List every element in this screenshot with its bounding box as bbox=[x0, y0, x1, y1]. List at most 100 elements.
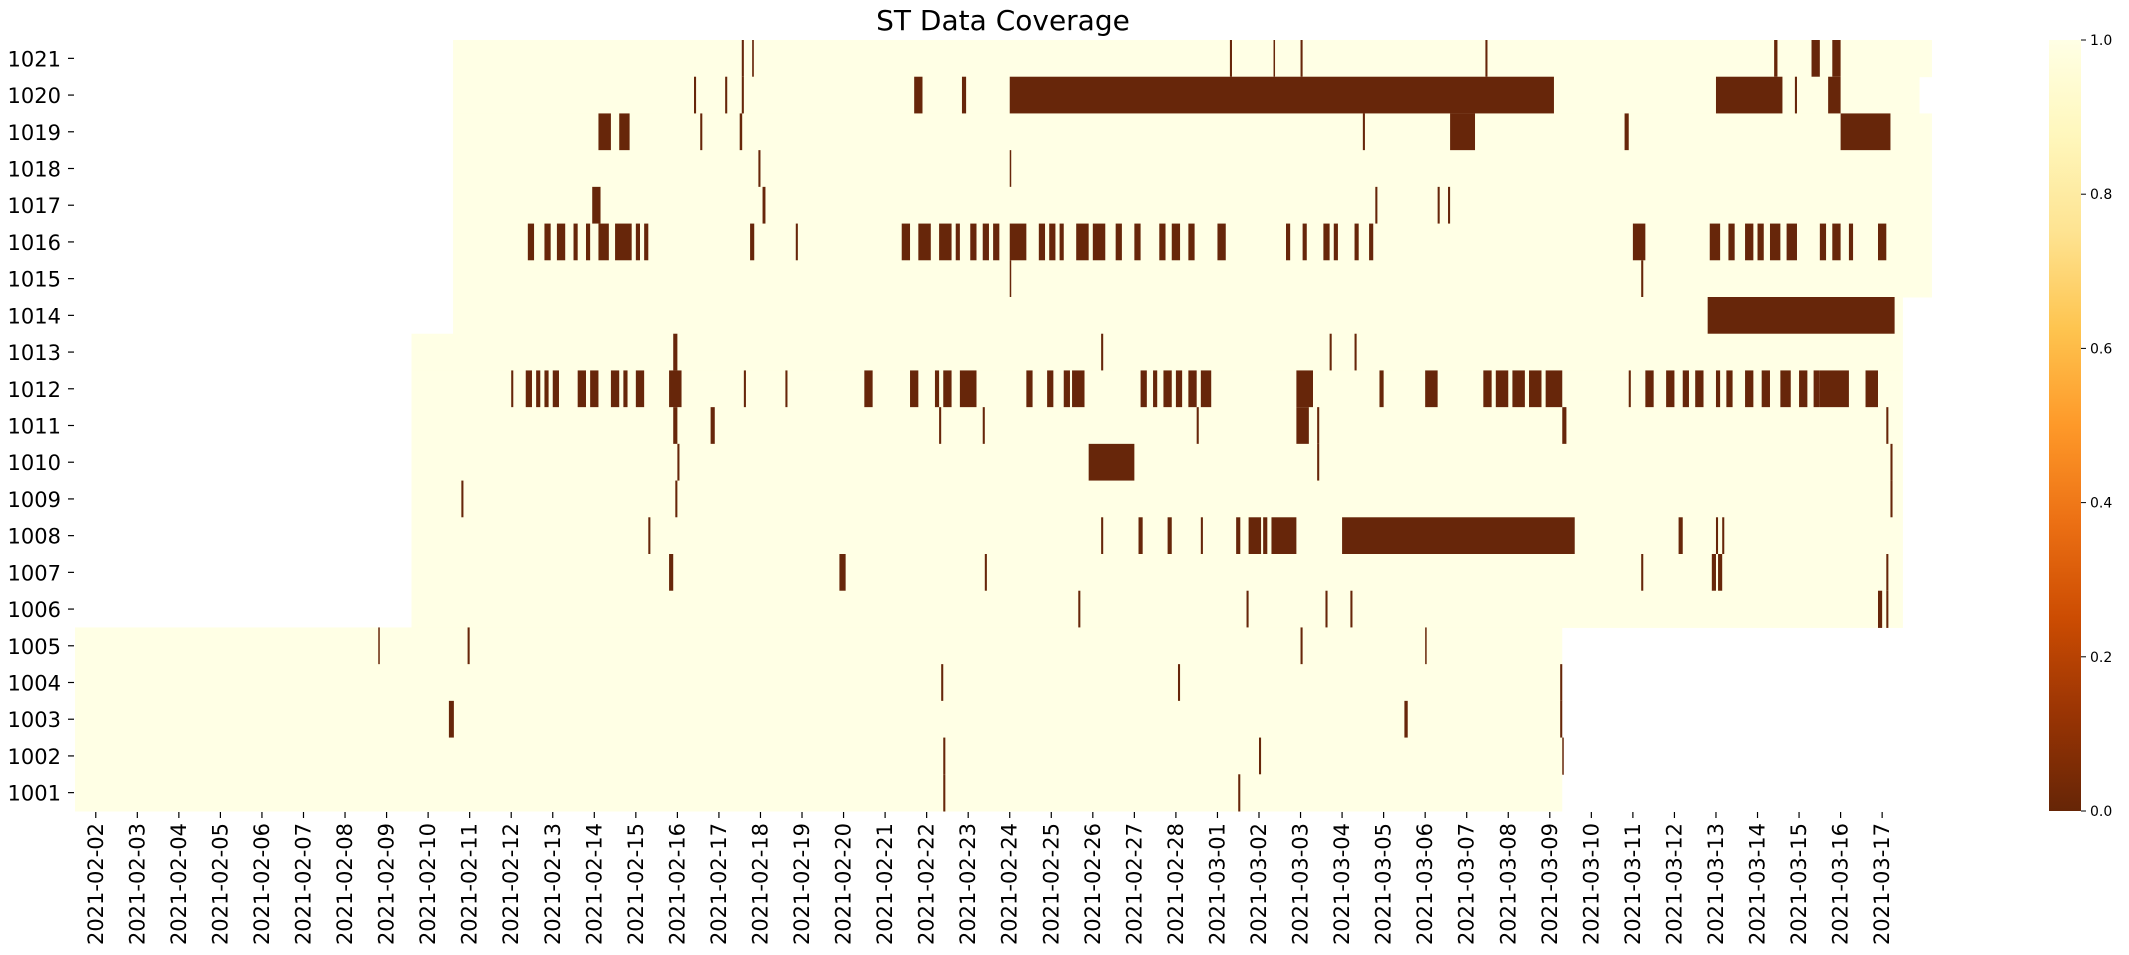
heatmap-row-1016 bbox=[453, 223, 1932, 261]
missing-segment bbox=[1786, 223, 1797, 261]
missing-segment bbox=[1038, 223, 1046, 261]
missing-segment bbox=[1300, 40, 1303, 78]
missing-segment bbox=[1632, 223, 1646, 261]
coverage-band bbox=[453, 40, 1932, 78]
missing-segment bbox=[675, 480, 678, 518]
missing-segment bbox=[467, 627, 470, 665]
missing-segment bbox=[1485, 40, 1488, 78]
missing-segment bbox=[959, 370, 977, 408]
missing-segment bbox=[943, 774, 946, 812]
missing-segment bbox=[544, 223, 551, 261]
missing-segment bbox=[1101, 333, 1104, 371]
missing-segment bbox=[1369, 223, 1374, 261]
missing-segment bbox=[1726, 370, 1733, 408]
y-tick-label: 1013 bbox=[8, 341, 61, 365]
missing-segment bbox=[1188, 370, 1197, 408]
missing-segment bbox=[1722, 517, 1725, 555]
x-tick-label: 2021-02-05 bbox=[208, 823, 232, 945]
missing-segment bbox=[1317, 443, 1320, 482]
x-tick-label: 2021-02-11 bbox=[458, 823, 482, 945]
missing-segment bbox=[762, 186, 766, 225]
missing-segment bbox=[694, 76, 697, 114]
missing-segment bbox=[1745, 223, 1754, 261]
missing-segment bbox=[1229, 40, 1232, 78]
x-tick-label: 2021-03-16 bbox=[1829, 823, 1853, 945]
x-tick-label: 2021-03-09 bbox=[1538, 823, 1562, 945]
coverage-band bbox=[75, 774, 1563, 812]
x-tick-label: 2021-03-02 bbox=[1247, 823, 1271, 945]
colorbar-tick-label: 0.0 bbox=[2090, 804, 2112, 820]
missing-segment bbox=[943, 737, 946, 775]
missing-segment bbox=[1560, 664, 1563, 702]
missing-segment bbox=[1512, 370, 1525, 408]
colorbar-tick-label: 1.0 bbox=[2090, 33, 2112, 49]
x-tick-label: 2021-02-24 bbox=[998, 823, 1022, 945]
missing-segment bbox=[577, 370, 586, 408]
x-tick-label: 2021-03-04 bbox=[1330, 823, 1354, 945]
missing-segment bbox=[598, 113, 611, 151]
missing-segment bbox=[1159, 223, 1166, 261]
missing-segment bbox=[1175, 370, 1183, 408]
coverage-band bbox=[411, 333, 1903, 371]
missing-segment bbox=[1375, 186, 1378, 225]
missing-segment bbox=[1641, 554, 1644, 592]
missing-segment bbox=[1437, 186, 1440, 225]
missing-segment bbox=[1063, 370, 1070, 408]
missing-segment bbox=[982, 407, 985, 445]
coverage-band bbox=[411, 443, 1903, 482]
x-tick-label: 2021-03-07 bbox=[1455, 823, 1479, 945]
y-tick-label: 1019 bbox=[8, 121, 61, 145]
y-tick-label: 1003 bbox=[8, 708, 61, 732]
missing-segment bbox=[1188, 223, 1195, 261]
missing-segment bbox=[943, 370, 952, 408]
missing-segment bbox=[1711, 554, 1716, 592]
missing-segment bbox=[1848, 223, 1854, 261]
y-tick-label: 1017 bbox=[8, 194, 61, 218]
missing-segment bbox=[1780, 370, 1791, 408]
missing-segment bbox=[1865, 370, 1878, 408]
missing-segment bbox=[1134, 223, 1141, 261]
missing-segment bbox=[1495, 370, 1509, 408]
missing-segment bbox=[743, 370, 746, 408]
coverage-band bbox=[411, 407, 1903, 445]
y-tick-label: 1021 bbox=[8, 47, 61, 71]
missing-segment bbox=[635, 370, 645, 408]
x-tick-label: 2021-03-08 bbox=[1496, 823, 1520, 945]
missing-segment bbox=[544, 370, 549, 408]
coverage-band bbox=[411, 480, 1903, 518]
missing-segment bbox=[590, 370, 599, 408]
missing-segment bbox=[1799, 370, 1808, 408]
missing-segment bbox=[1840, 113, 1891, 151]
colorbar-tick-label: 0.2 bbox=[2090, 650, 2112, 666]
missing-segment bbox=[1811, 40, 1820, 78]
missing-segment bbox=[673, 333, 678, 371]
colorbar-tick-label: 0.8 bbox=[2090, 187, 2112, 203]
missing-segment bbox=[525, 370, 532, 408]
missing-segment bbox=[914, 76, 923, 114]
missing-segment bbox=[1200, 370, 1212, 408]
y-tick-label: 1015 bbox=[8, 268, 61, 292]
missing-segment bbox=[1009, 150, 1012, 188]
missing-segment bbox=[511, 370, 514, 408]
x-tick-label: 2021-02-03 bbox=[125, 823, 149, 945]
missing-segment bbox=[1624, 113, 1629, 151]
missing-segment bbox=[1285, 223, 1291, 261]
missing-segment bbox=[1049, 223, 1056, 261]
heatmap-row-1009 bbox=[411, 480, 1903, 518]
missing-segment bbox=[795, 223, 798, 261]
missing-segment bbox=[1167, 517, 1172, 555]
missing-segment bbox=[1323, 223, 1330, 261]
heatmap-row-1020 bbox=[453, 76, 1920, 114]
missing-segment bbox=[1819, 223, 1827, 261]
missing-segment bbox=[1832, 223, 1841, 261]
missing-segment bbox=[1450, 113, 1476, 151]
missing-segment bbox=[1059, 223, 1064, 261]
coverage-band bbox=[453, 113, 1932, 151]
missing-segment bbox=[556, 223, 566, 261]
missing-segment bbox=[1678, 517, 1683, 555]
missing-segment bbox=[1890, 480, 1893, 518]
x-tick-label: 2021-02-02 bbox=[84, 823, 108, 945]
missing-segment bbox=[573, 223, 578, 261]
missing-segment bbox=[1362, 113, 1365, 151]
x-tick-label: 2021-02-06 bbox=[250, 823, 274, 945]
